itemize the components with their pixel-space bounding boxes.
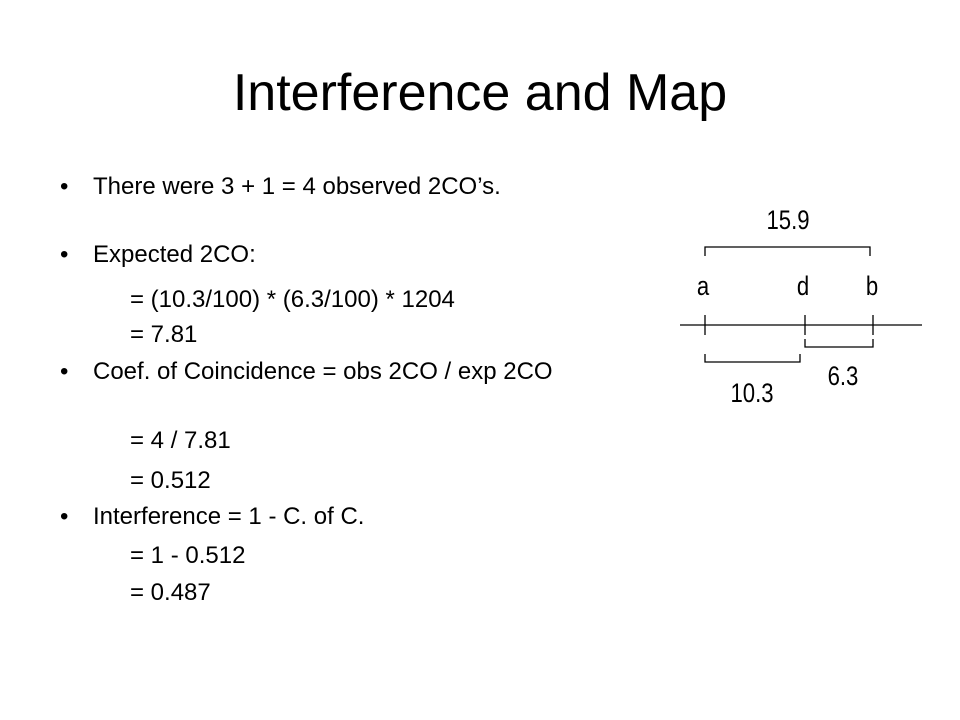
distance-label: 6.3 <box>828 362 859 392</box>
bracket <box>704 354 801 363</box>
slide-title: Interference and Map <box>232 64 728 122</box>
locus-label: a <box>697 272 710 302</box>
locus-label: b <box>866 272 878 302</box>
bracket <box>704 246 871 256</box>
bullet-text: Coef. of Coincidence = obs 2CO / exp 2CO <box>93 358 553 385</box>
bullet-text: There were 3 + 1 = 4 observed 2CO’s. <box>93 173 501 200</box>
sub-line: = 4 / 7.81 <box>130 427 231 454</box>
distance-label: 15.9 <box>766 206 809 236</box>
sub-line: = 0.512 <box>130 467 211 494</box>
bullet-marker: • <box>60 173 69 200</box>
bullet-marker: • <box>60 503 69 530</box>
bracket <box>804 339 874 348</box>
bullet-marker: • <box>60 358 69 385</box>
sub-line: = (10.3/100) * (6.3/100) * 1204 <box>130 286 455 313</box>
bullet-text: Expected 2CO: <box>93 241 256 268</box>
sub-line: = 1 - 0.512 <box>130 542 246 569</box>
sub-line: = 7.81 <box>130 321 198 348</box>
locus-label: d <box>797 272 809 302</box>
bullet-text: Interference = 1 - C. of C. <box>93 503 365 530</box>
sub-line: = 0.487 <box>130 579 211 606</box>
distance-label: 10.3 <box>730 379 773 409</box>
bullet-marker: • <box>60 241 69 268</box>
